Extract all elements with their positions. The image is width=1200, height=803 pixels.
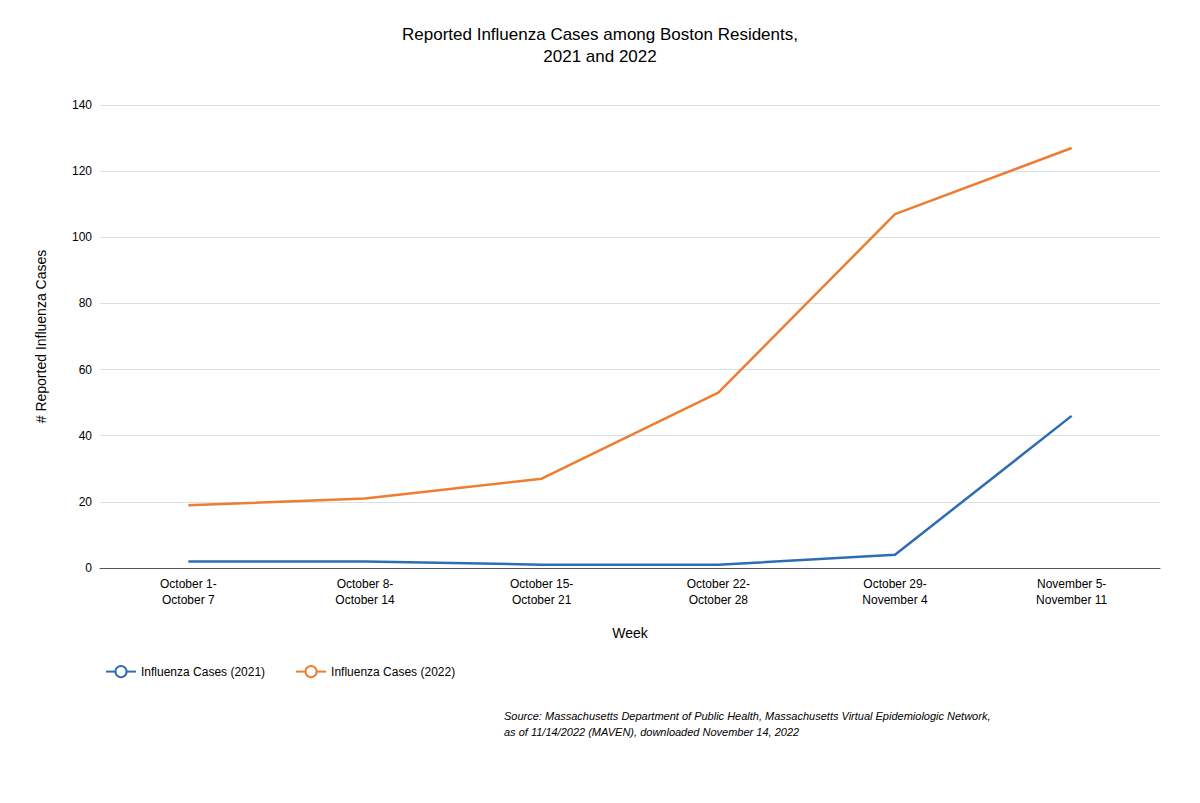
svg-text:November 4: November 4 [862,593,928,607]
svg-text:140: 140 [72,98,92,112]
svg-text:October 28: October 28 [689,593,749,607]
svg-text:Influenza Cases (2021): Influenza Cases (2021) [141,665,265,679]
svg-text:November 11: November 11 [1036,593,1107,607]
svg-text:120: 120 [72,164,92,178]
svg-text:October 15-: October 15- [510,577,573,591]
svg-text:0: 0 [85,561,92,575]
svg-text:as of 11/14/2022 (MAVEN), down: as of 11/14/2022 (MAVEN), downloaded Nov… [504,726,799,738]
svg-text:November 5-: November 5- [1037,577,1106,591]
svg-text:Influenza Cases (2022): Influenza Cases (2022) [331,665,455,679]
svg-text:Week: Week [612,625,649,641]
svg-text:Source: Massachusetts Departme: Source: Massachusetts Department of Publ… [504,710,990,722]
svg-text:# Reported Influenza Cases: # Reported Influenza Cases [33,250,49,424]
svg-text:80: 80 [79,296,93,310]
svg-text:October 14: October 14 [335,593,395,607]
svg-text:40: 40 [79,429,93,443]
svg-text:October 8-: October 8- [337,577,394,591]
svg-text:20: 20 [79,495,93,509]
svg-text:60: 60 [79,363,93,377]
svg-text:October 21: October 21 [512,593,572,607]
svg-text:October 22-: October 22- [687,577,750,591]
svg-text:Reported Influenza Cases among: Reported Influenza Cases among Boston Re… [402,25,798,44]
svg-text:2021 and 2022: 2021 and 2022 [543,47,656,66]
svg-text:October 29-: October 29- [863,577,926,591]
svg-text:100: 100 [72,230,92,244]
svg-text:October 1-: October 1- [160,577,217,591]
svg-text:October 7: October 7 [162,593,215,607]
